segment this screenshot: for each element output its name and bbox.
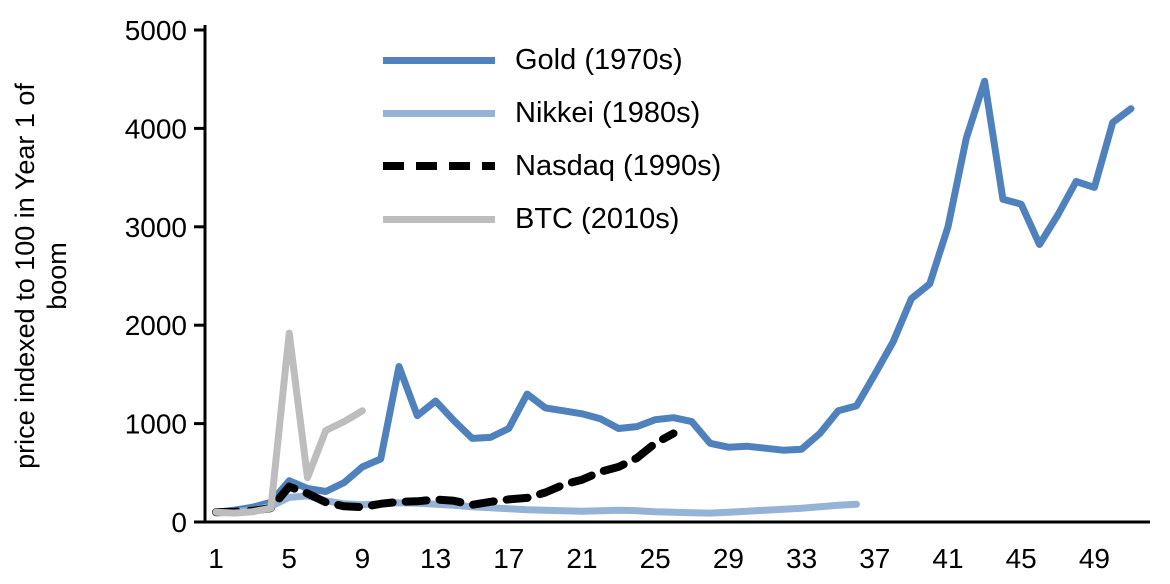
nikkei-line-swatch bbox=[383, 109, 495, 117]
legend-label-gold: Gold (1970s) bbox=[515, 43, 683, 76]
svg-text:21: 21 bbox=[566, 543, 597, 574]
legend-item-nikkei: Nikkei (1980s) bbox=[383, 95, 721, 131]
svg-text:5000: 5000 bbox=[125, 15, 187, 46]
svg-text:0: 0 bbox=[171, 507, 187, 538]
svg-text:29: 29 bbox=[713, 543, 744, 574]
svg-text:1: 1 bbox=[208, 543, 224, 574]
legend-label-nasdaq: Nasdaq (1990s) bbox=[515, 149, 722, 182]
legend-item-gold: Gold (1970s) bbox=[383, 42, 721, 78]
svg-text:4000: 4000 bbox=[125, 113, 187, 144]
legend-item-btc: BTC (2010s) bbox=[383, 201, 721, 237]
svg-text:33: 33 bbox=[786, 543, 817, 574]
svg-text:5: 5 bbox=[281, 543, 297, 574]
svg-text:17: 17 bbox=[493, 543, 524, 574]
legend-label-nikkei: Nikkei (1980s) bbox=[515, 96, 701, 129]
gold-line-swatch bbox=[383, 56, 495, 64]
svg-text:3000: 3000 bbox=[125, 212, 187, 243]
legend-item-nasdaq: Nasdaq (1990s) bbox=[383, 148, 721, 184]
svg-text:25: 25 bbox=[640, 543, 671, 574]
y-axis-title-line2: boom bbox=[42, 242, 72, 310]
btc-line-swatch bbox=[383, 215, 495, 223]
svg-text:45: 45 bbox=[1006, 543, 1037, 574]
svg-text:9: 9 bbox=[355, 543, 371, 574]
svg-text:2000: 2000 bbox=[125, 310, 187, 341]
y-axis-title-line1: price indexed to 100 in Year 1 of bbox=[10, 83, 40, 469]
svg-text:49: 49 bbox=[1079, 543, 1110, 574]
y-axis-title: price indexed to 100 in Year 1 of boom bbox=[9, 46, 75, 506]
svg-text:13: 13 bbox=[420, 543, 451, 574]
svg-text:1000: 1000 bbox=[125, 409, 187, 440]
svg-text:41: 41 bbox=[932, 543, 963, 574]
svg-text:37: 37 bbox=[859, 543, 890, 574]
legend-label-btc: BTC (2010s) bbox=[515, 202, 680, 235]
nasdaq-dashed-line-swatch bbox=[383, 162, 495, 170]
legend: Gold (1970s) Nikkei (1980s) Nasdaq (1990… bbox=[383, 42, 721, 237]
